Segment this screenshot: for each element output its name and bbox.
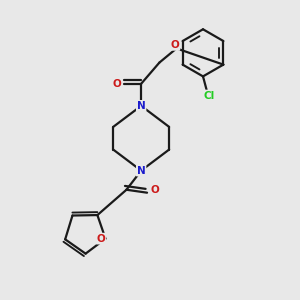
Text: Cl: Cl xyxy=(204,91,215,100)
Text: N: N xyxy=(137,166,146,176)
Text: O: O xyxy=(112,79,122,89)
Text: O: O xyxy=(171,40,179,50)
Text: N: N xyxy=(137,101,146,111)
Text: O: O xyxy=(150,185,159,195)
Text: O: O xyxy=(97,234,106,244)
